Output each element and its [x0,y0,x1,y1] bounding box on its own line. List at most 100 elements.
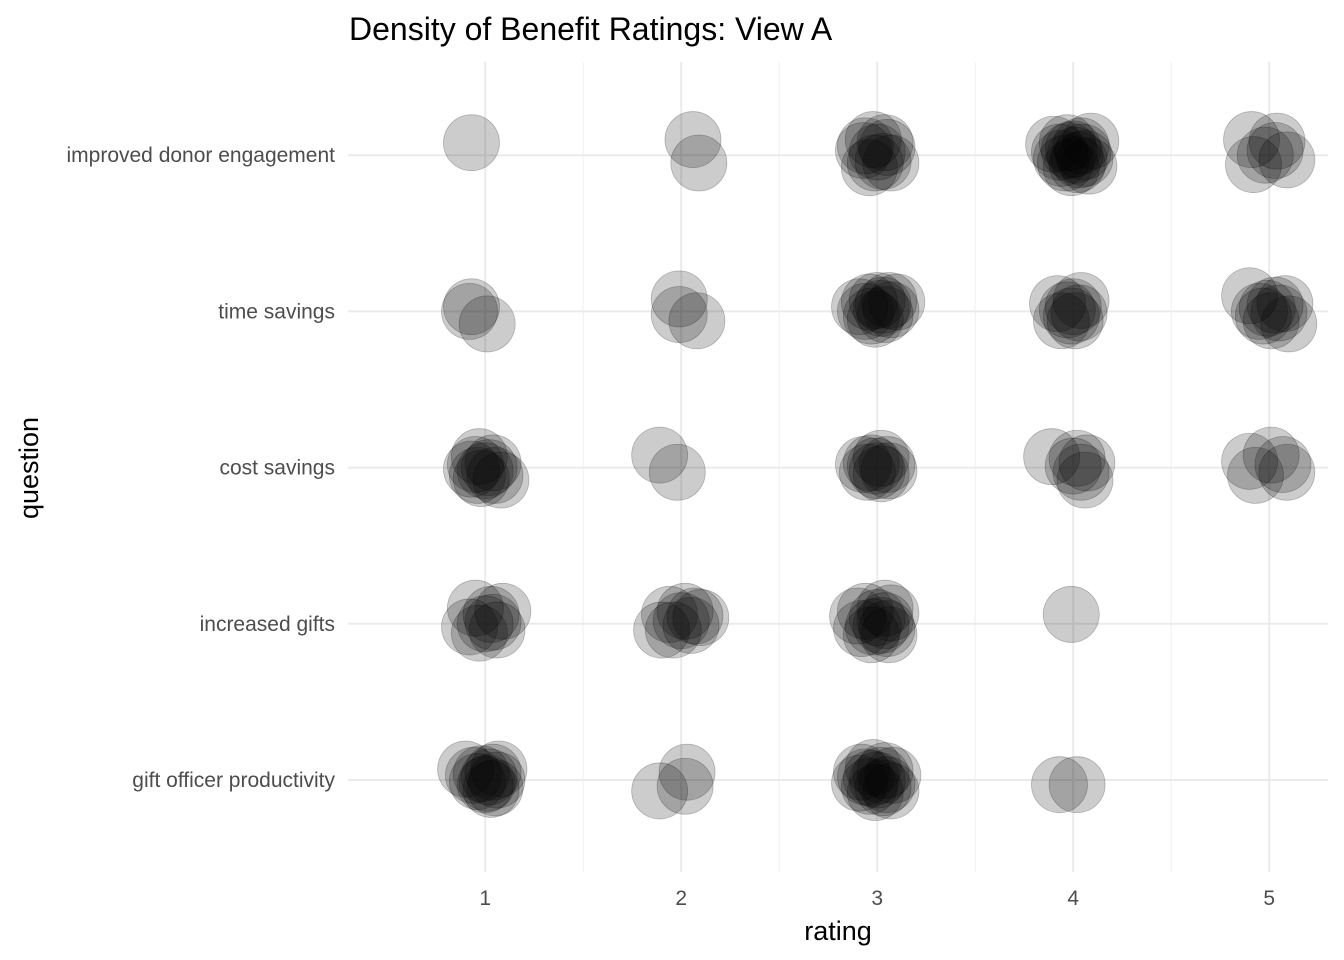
y-tick-label: time savings [218,300,335,323]
data-point [468,751,526,809]
data-point [856,592,914,650]
data-point [844,739,902,796]
data-point [1227,447,1284,504]
data-point [835,122,892,179]
data-point [858,600,916,657]
data-point [666,587,724,645]
data-point [1033,292,1090,350]
data-point [1052,117,1110,175]
data-point [844,111,902,168]
data-point [1231,282,1288,340]
data-point [1258,443,1316,501]
data-point [840,139,898,197]
data-point [464,434,522,492]
data-point [862,281,920,339]
data-point [1050,284,1108,342]
x-tick-labels: 1 2 3 4 5 [479,887,1275,910]
data-point [656,757,714,815]
data-point [460,439,518,497]
data-point [1236,126,1294,184]
data-point [452,450,510,507]
data-point [474,582,532,640]
grid [348,62,1328,872]
data-point [456,756,514,814]
data-point [456,442,514,500]
data-point [837,748,894,806]
data-point [852,279,910,337]
data-point [842,287,900,345]
data-point [470,740,528,798]
data-point [848,123,906,181]
data-point [472,451,530,509]
data-point [1042,139,1100,197]
data-point [1056,451,1114,509]
x-axis-label: rating [804,916,872,946]
data-point [450,604,508,662]
x-tick-label: 2 [675,887,687,910]
data-point [652,592,710,650]
data-point [1042,586,1100,643]
data-point [862,762,920,820]
data-point [1234,287,1292,345]
data-point [1260,295,1318,353]
data-point [648,443,706,501]
data-point [1025,115,1082,173]
data-point [1048,136,1106,193]
data-point [837,282,894,340]
data-point [1254,436,1312,493]
x-tick-label: 5 [1263,887,1275,910]
data-point [1242,426,1300,484]
data-point [862,584,920,642]
data-point [1050,131,1108,189]
data-point [1031,756,1088,814]
data-point [860,606,918,664]
data-point [840,273,898,331]
data-point [1225,136,1282,193]
data-point [658,743,716,801]
data-point [462,586,520,643]
data-point [466,759,524,817]
data-point [833,600,890,657]
data-point [443,278,500,336]
data-point [450,428,508,486]
data-point [437,740,495,798]
data-point [1242,292,1300,350]
data-point [1031,123,1088,181]
data-point [831,754,888,812]
data-point [458,754,516,812]
data-point [860,272,918,329]
data-point [1238,279,1296,337]
chart-title: Density of Benefit Ratings: View A [349,11,833,47]
data-point [1023,428,1081,486]
data-point [839,443,896,501]
data-point [852,596,910,654]
data-point [656,582,714,640]
y-tick-label: gift officer productivity [132,769,335,792]
data-point [446,579,504,637]
y-tick-label: cost savings [219,457,335,480]
data-point [1221,267,1278,325]
data-point [829,587,886,645]
data-point [443,440,500,498]
data-point [862,134,920,192]
data-point [1062,112,1120,170]
data-point [468,601,526,659]
data-point [1056,129,1114,187]
data-point [631,762,689,820]
data-point [831,278,888,336]
data-point [1221,432,1278,490]
data-point [856,579,914,637]
data-point [846,437,904,495]
data-point [852,445,910,503]
data-point [1044,437,1102,495]
data-point [868,273,926,331]
data-point [1058,434,1116,492]
data-point [448,447,506,504]
data-point [1246,276,1304,334]
data-point [443,114,500,172]
data-point [1044,278,1102,336]
data-point [837,117,894,175]
data-point [631,426,689,484]
data-point [633,601,690,659]
